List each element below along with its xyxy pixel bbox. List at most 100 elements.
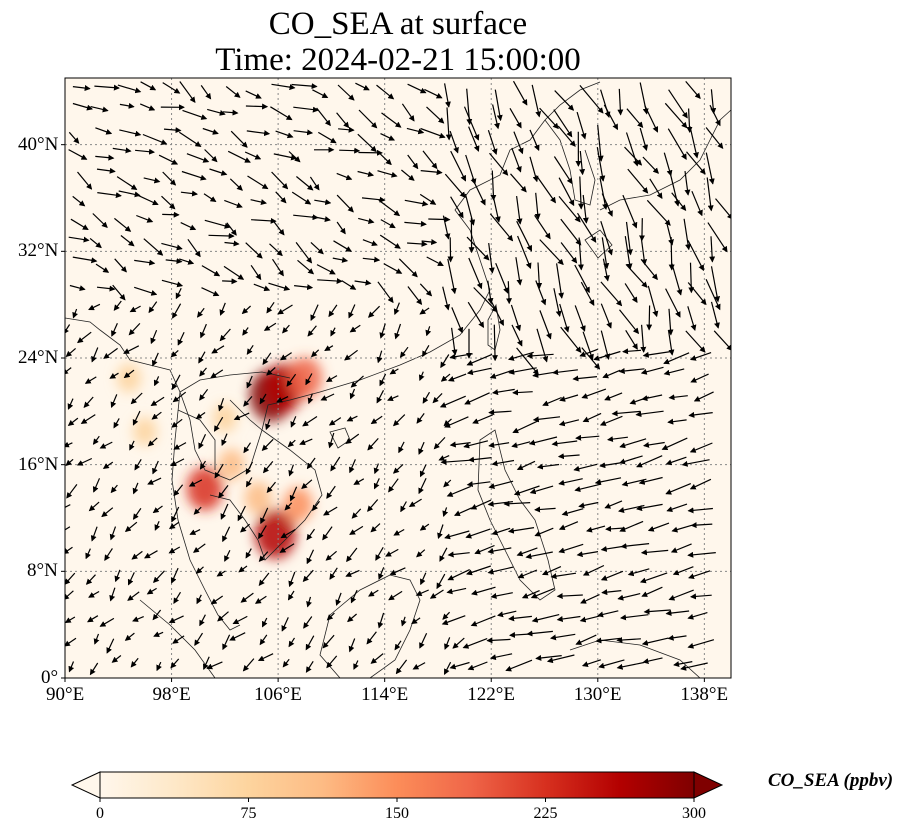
wind-arrow-282 bbox=[341, 280, 357, 290]
wind-arrow-58 bbox=[686, 108, 693, 133]
wind-arrow-661 bbox=[85, 574, 96, 585]
wind-arrow-311 bbox=[310, 304, 319, 322]
wind-arrow-239 bbox=[709, 236, 716, 263]
wind-arrow-809 bbox=[680, 662, 708, 671]
wind-arrow-160 bbox=[291, 191, 312, 205]
wind-arrow-429 bbox=[259, 393, 267, 405]
wind-arrow-592 bbox=[534, 506, 556, 513]
wind-arrow-615 bbox=[393, 528, 405, 536]
wind-arrow-44 bbox=[381, 112, 402, 128]
wind-arrow-218 bbox=[245, 242, 263, 259]
wind-arrow-653 bbox=[558, 543, 584, 554]
wind-arrow-798 bbox=[449, 661, 470, 670]
wind-arrow-470 bbox=[488, 409, 512, 416]
wind-arrow-82 bbox=[557, 125, 576, 147]
wind-arrow-409 bbox=[466, 367, 492, 376]
wind-arrow-327 bbox=[667, 308, 674, 336]
wind-arrow-620 bbox=[491, 527, 511, 536]
wind-arrow-333 bbox=[128, 322, 141, 336]
wind-arrow-407 bbox=[440, 373, 451, 382]
wind-arrow-431 bbox=[307, 393, 314, 405]
wind-arrow-636 bbox=[192, 543, 206, 553]
wind-arrow-16 bbox=[424, 88, 443, 99]
colorbar-tick-label: 300 bbox=[682, 805, 706, 822]
wind-arrow-179 bbox=[715, 198, 731, 220]
wind-arrow-688 bbox=[672, 566, 694, 576]
wind-arrow-156 bbox=[203, 193, 217, 203]
wind-arrow-765 bbox=[394, 640, 402, 651]
wind-arrow-698 bbox=[240, 592, 254, 603]
wind-arrow-313 bbox=[348, 304, 356, 319]
wind-arrow-84 bbox=[597, 124, 604, 162]
wind-arrow-400 bbox=[286, 373, 297, 387]
wind-arrow-546 bbox=[188, 479, 203, 487]
wind-arrow-276 bbox=[201, 287, 220, 297]
wind-arrow-482 bbox=[99, 441, 113, 449]
coast-korea bbox=[544, 119, 596, 206]
wind-arrow-442 bbox=[542, 396, 562, 407]
wind-arrow-628 bbox=[671, 524, 692, 533]
wind-arrow-780 bbox=[68, 661, 75, 673]
wind-arrow-567 bbox=[638, 476, 663, 485]
colorbar-max-extend bbox=[693, 771, 724, 799]
colorbar-min-extend bbox=[70, 771, 101, 799]
wind-arrow-405 bbox=[389, 368, 399, 375]
wind-arrow-565 bbox=[594, 477, 622, 485]
wind-arrow-387 bbox=[642, 350, 672, 358]
wind-arrow-519 bbox=[262, 461, 274, 474]
wind-arrow-610 bbox=[280, 528, 296, 539]
wind-arrow-336 bbox=[199, 323, 207, 339]
wind-arrow-129 bbox=[271, 171, 289, 190]
wind-arrow-778 bbox=[667, 634, 687, 641]
wind-arrow-373 bbox=[344, 349, 358, 361]
wind-arrow-637 bbox=[224, 549, 231, 562]
wind-arrow-471 bbox=[512, 420, 539, 434]
wind-arrow-270 bbox=[69, 284, 86, 292]
wind-arrow-392 bbox=[109, 372, 119, 379]
wind-arrow-12 bbox=[337, 84, 355, 101]
wind-arrow-792 bbox=[326, 655, 338, 669]
colorbar-label: CO_SEA (ppbv) bbox=[768, 770, 894, 791]
wind-arrow-94 bbox=[158, 154, 179, 165]
wind-arrow-29 bbox=[710, 89, 717, 115]
wind-arrow-155 bbox=[180, 190, 198, 197]
wind-arrow-391 bbox=[84, 376, 97, 384]
wind-arrow-344 bbox=[379, 323, 386, 339]
wind-arrow-541 bbox=[92, 478, 101, 493]
wind-arrow-734 bbox=[377, 612, 385, 629]
wind-arrow-528 bbox=[440, 458, 470, 465]
wind-arrow-808 bbox=[673, 661, 693, 668]
wind-arrow-421 bbox=[83, 396, 94, 408]
wind-arrow-146 bbox=[649, 178, 663, 200]
wind-arrow-436 bbox=[422, 391, 431, 404]
wind-arrow-212 bbox=[120, 235, 135, 247]
wind-arrow-208 bbox=[683, 218, 692, 251]
wind-arrow-568 bbox=[665, 483, 692, 495]
coast-new-guinea bbox=[569, 639, 701, 678]
wind-arrow-574 bbox=[152, 505, 163, 514]
wind-arrow-205 bbox=[625, 221, 633, 256]
wind-arrow-622 bbox=[534, 527, 554, 537]
wind-arrow-634 bbox=[144, 550, 158, 559]
wind-arrow-638 bbox=[245, 548, 252, 559]
wind-arrow-131 bbox=[309, 176, 320, 191]
wind-arrow-259 bbox=[495, 262, 509, 294]
wind-arrow-252 bbox=[332, 256, 349, 263]
wind-arrow-141 bbox=[535, 175, 556, 204]
wind-arrow-23 bbox=[579, 85, 604, 114]
wind-arrow-293 bbox=[580, 281, 595, 306]
wind-arrow-100 bbox=[288, 151, 301, 163]
wind-arrow-211 bbox=[89, 237, 102, 249]
colorbar-tick-label: 150 bbox=[385, 805, 409, 822]
co-hotspot-6 bbox=[132, 416, 157, 446]
wind-arrow-748 bbox=[665, 610, 690, 617]
wind-arrow-444 bbox=[581, 388, 607, 399]
wind-arrow-312 bbox=[328, 304, 338, 318]
wind-arrow-125 bbox=[181, 170, 207, 181]
wind-arrow-142 bbox=[558, 177, 575, 207]
wind-arrow-501 bbox=[511, 441, 531, 449]
wind-arrow-473 bbox=[558, 419, 580, 427]
wind-arrow-677 bbox=[436, 573, 446, 590]
wind-arrow-338 bbox=[242, 327, 249, 336]
